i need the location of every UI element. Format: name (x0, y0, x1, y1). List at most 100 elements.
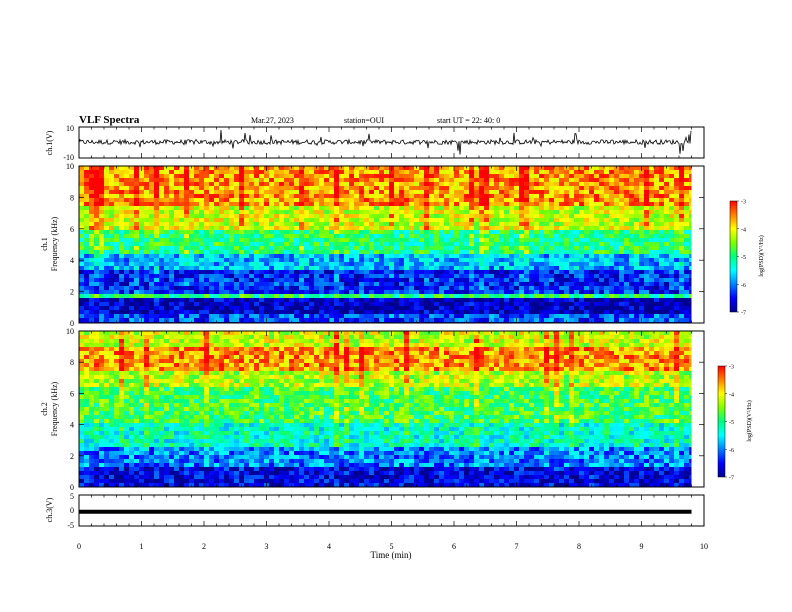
spectrogram-cell (79, 202, 85, 207)
spectrogram-cell (199, 298, 205, 303)
spectrogram-cell (339, 274, 345, 279)
spectrogram-cell (644, 218, 650, 223)
spectrogram-cell (484, 282, 490, 287)
spectrogram-cell (529, 314, 535, 319)
spectrogram-cell (634, 166, 640, 171)
spectrogram-cell (124, 242, 130, 247)
spectrogram-cell (454, 290, 460, 295)
spectrogram-cell (564, 198, 570, 203)
spectrogram-cell (309, 222, 315, 227)
spectrogram-cell (334, 282, 340, 287)
spectrogram-cell (519, 230, 525, 235)
spectrogram-cell (244, 210, 250, 215)
spectrogram-cell (279, 266, 285, 271)
spectrogram-cell (184, 166, 190, 171)
spectrogram-cell (244, 234, 250, 239)
spectrogram-cell (629, 214, 635, 219)
spectrogram-cell (394, 314, 400, 319)
spectrogram-cell (329, 206, 335, 211)
spectrogram-cell (219, 270, 225, 275)
spectrogram-cell (594, 258, 600, 263)
spectrogram-cell (514, 262, 520, 267)
spectrogram-cell (344, 310, 350, 315)
spectrogram-cell (169, 190, 175, 195)
spectrogram-cell (484, 222, 490, 227)
spectrogram-cell (444, 234, 450, 239)
spectrogram-cell (574, 210, 580, 215)
spectrogram-cell (79, 194, 85, 199)
spectrogram-cell (559, 210, 565, 215)
spectrogram-cell (679, 290, 685, 295)
spectrogram-cell (509, 302, 515, 307)
spectrogram-cell (394, 174, 400, 179)
spectrogram-cell (584, 258, 590, 263)
spectrogram-cell (374, 294, 380, 299)
spectrogram-cell (484, 182, 490, 187)
spectrogram-cell (179, 270, 185, 275)
spectrogram-cell (549, 314, 555, 319)
spectrogram-cell (544, 314, 550, 319)
spectrogram-cell (554, 270, 560, 275)
spectrogram-cell (614, 198, 620, 203)
spectrogram-cell (684, 234, 690, 239)
spectrogram-cell (159, 254, 165, 259)
spectrogram-cell (479, 270, 485, 275)
spectrogram-cell (154, 318, 160, 323)
spectrogram-cell (434, 306, 440, 311)
spectrogram-cell (564, 190, 570, 195)
spectrogram-cell (294, 194, 300, 199)
spectrogram-cell (109, 318, 115, 323)
spectrogram-cell (204, 250, 210, 255)
spectrogram-cell (419, 278, 425, 283)
spectrogram-cell (79, 234, 85, 239)
spectrogram-cell (159, 290, 165, 295)
spectrogram-cell (494, 262, 500, 267)
spectrogram-cell (229, 178, 235, 183)
spectrogram-cell (409, 298, 415, 303)
spectrogram-cell (419, 174, 425, 179)
spectrogram-cell (359, 318, 365, 323)
spectrogram-cell (364, 174, 370, 179)
spectrogram-cell (534, 214, 540, 219)
spectrogram-cell (554, 294, 560, 299)
spectrogram-cell (349, 182, 355, 187)
spectrogram-cell (239, 282, 245, 287)
spectrogram-cell (519, 258, 525, 263)
spectrogram-cell (499, 242, 505, 247)
spectrogram-cell (164, 170, 170, 175)
spectrogram-cell (239, 250, 245, 255)
spectrogram-cell (299, 222, 305, 227)
spectrogram-cell (154, 294, 160, 299)
spectrogram-cell (119, 226, 125, 231)
spectrogram-cell (294, 166, 300, 171)
spectrogram-cell (429, 314, 435, 319)
spectrogram-cell (519, 306, 525, 311)
spectrogram-cell (279, 166, 285, 171)
spectrogram-cell (264, 222, 270, 227)
spectrogram-cell (89, 186, 95, 191)
spectrogram-cell (679, 202, 685, 207)
spectrogram-cell (504, 290, 510, 295)
spectrogram-cell (264, 234, 270, 239)
spectrogram-cell (499, 298, 505, 303)
spectrogram-cell (434, 214, 440, 219)
spectrogram-cell (664, 186, 670, 191)
spectrogram-cell (369, 170, 375, 175)
spectrogram-cell (504, 314, 510, 319)
spectrogram-cell (164, 242, 170, 247)
spectrogram-cell (234, 318, 240, 323)
spectrogram-cell (599, 302, 605, 307)
spectrogram-cell (569, 294, 575, 299)
spectrogram-cell (324, 234, 330, 239)
spectrogram-cell (244, 186, 250, 191)
spectrogram-cell (529, 294, 535, 299)
spectrogram-cell (179, 178, 185, 183)
spectrogram-cell (114, 266, 120, 271)
spectrogram-cell (539, 262, 545, 267)
spectrogram-cell (459, 294, 465, 299)
spectrogram-cell (249, 238, 255, 243)
spectrogram-cell (474, 294, 480, 299)
spectrogram-cell (304, 310, 310, 315)
spectrogram-cell (414, 274, 420, 279)
spectrogram-cell (404, 234, 410, 239)
